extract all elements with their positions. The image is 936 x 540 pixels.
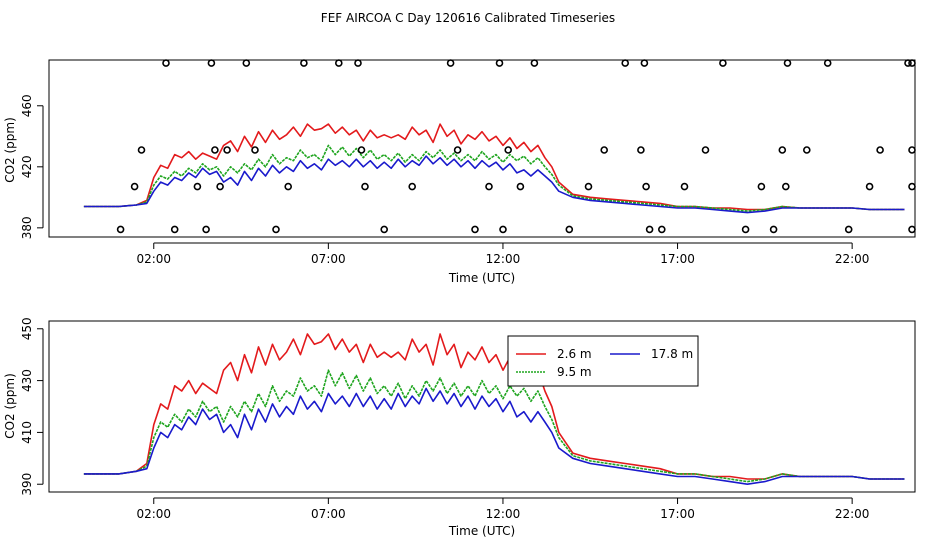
top-xlabel: Time (UTC): [448, 271, 515, 285]
flag-point: [844, 225, 853, 234]
y-tick-label: 450: [20, 317, 34, 340]
legend-box: [507, 335, 699, 387]
flag-point: [719, 59, 727, 67]
flag-point: [284, 182, 293, 191]
flag-point: [781, 182, 790, 191]
flag-point: [584, 182, 593, 191]
flag-point: [876, 146, 884, 154]
x-tick-label: 02:00: [136, 507, 171, 521]
series-line-s95: [83, 369, 905, 483]
flag-point: [802, 146, 811, 154]
series-line-s95: [83, 144, 905, 212]
flag-point: [504, 146, 513, 154]
flag-point: [334, 59, 343, 67]
flag-point: [202, 225, 210, 234]
bottom-panel: 02:00 07:00 12:00 17:00 22:00 390 410 430 450 T…: [3, 317, 916, 538]
flag-point: [170, 225, 179, 234]
flag-point: [211, 146, 219, 154]
flag-point: [446, 59, 455, 67]
flag-point: [865, 182, 874, 191]
legend-label-17-8m: 17.8 m: [651, 347, 693, 361]
x-tick-label: 12:00: [486, 507, 521, 521]
x-tick-label: 12:00: [486, 252, 521, 266]
y-tick-label: 430: [20, 369, 34, 392]
flag-point: [242, 59, 251, 67]
flag-point: [757, 182, 766, 191]
flag-point: [769, 225, 778, 234]
flag-point: [453, 146, 462, 154]
flag-point: [908, 225, 916, 234]
flag-point: [499, 225, 507, 234]
flag-point: [642, 182, 650, 191]
series-line-s26: [83, 333, 905, 480]
bottom-xlabel: Time (UTC): [448, 524, 515, 538]
flag-point: [361, 182, 369, 191]
x-tick-label: 17:00: [660, 507, 695, 521]
series-line-s26: [83, 123, 905, 211]
flag-point: [495, 59, 504, 67]
top-panel: 02:00 07:00 12:00 17:00 22:00 380 420 460 Time…: [3, 59, 916, 285]
legend: 2.6 m 9.5 m 17.8 m: [507, 335, 699, 387]
flag-point: [130, 182, 139, 191]
flag-point: [300, 59, 308, 67]
flag-point: [701, 146, 710, 154]
flag-point: [823, 59, 832, 67]
flag-point: [778, 146, 787, 154]
flag-point: [657, 225, 666, 234]
flag-point: [471, 225, 479, 234]
flag-point: [640, 59, 649, 67]
flag-point: [908, 146, 916, 154]
flag-point: [137, 146, 146, 154]
x-tick-label: 22:00: [835, 507, 870, 521]
y-tick-label: 390: [20, 473, 34, 496]
flag-point: [251, 146, 259, 154]
series-line-s178: [83, 155, 905, 214]
y-tick-label: 410: [20, 421, 34, 444]
y-tick-label: 380: [20, 216, 34, 239]
flag-point: [162, 59, 170, 67]
flag-point: [354, 59, 362, 67]
x-tick-label: 17:00: [660, 252, 695, 266]
x-tick-label: 07:00: [311, 252, 346, 266]
flag-point: [783, 59, 792, 67]
series-line-s178: [83, 387, 905, 485]
legend-label-9-5m: 9.5 m: [557, 365, 592, 379]
flag-point: [600, 146, 609, 154]
flag-point: [223, 146, 231, 154]
flag-point: [272, 225, 280, 234]
flag-point: [680, 182, 689, 191]
flag-point: [908, 182, 916, 191]
flag-point: [357, 146, 366, 154]
top-ylabel: CO2 (ppm): [3, 117, 17, 183]
flag-point: [741, 225, 750, 234]
flag-point: [637, 146, 645, 154]
flag-point: [621, 59, 630, 67]
flag-point: [485, 182, 493, 191]
flag-point: [516, 182, 525, 191]
flag-point: [645, 225, 654, 234]
flag-point: [216, 182, 224, 191]
figure-title: FEF AIRCOA C Day 120616 Calibrated Times…: [321, 11, 615, 25]
flag-point: [193, 182, 202, 191]
flag-point: [408, 182, 417, 191]
flag-point: [207, 59, 216, 67]
flag-point: [904, 59, 912, 67]
flag-point: [565, 225, 574, 234]
y-tick-label: 420: [20, 155, 34, 178]
bottom-ylabel: CO2 (ppm): [3, 373, 17, 439]
x-tick-label: 02:00: [136, 252, 171, 266]
flag-point: [380, 225, 389, 234]
legend-label-2-6m: 2.6 m: [557, 347, 592, 361]
flag-point: [116, 225, 125, 234]
bottom-plot-frame: [48, 320, 916, 493]
flag-point: [908, 59, 916, 67]
x-tick-label: 07:00: [311, 507, 346, 521]
flag-point: [530, 59, 539, 67]
x-tick-label: 22:00: [835, 252, 870, 266]
y-tick-label: 460: [20, 94, 34, 117]
